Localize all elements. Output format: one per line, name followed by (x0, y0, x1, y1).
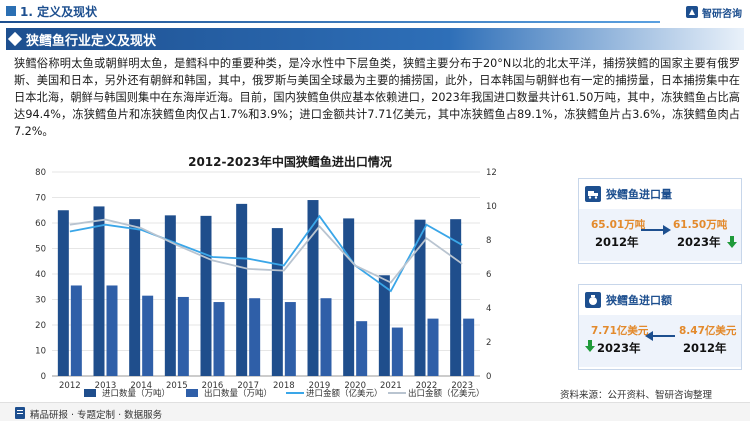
x-tick-label: 2014 (130, 381, 152, 391)
bar-import-volume (164, 215, 176, 376)
source-note: 资料来源：公开资料、智研咨询整理 (560, 390, 713, 401)
panel-right-value: 8.47亿美元 (679, 325, 737, 337)
arrow-left-icon (645, 331, 675, 341)
x-tick-label: 2012 (59, 381, 81, 391)
chart-title: 2012-2023年中国狭鳕鱼进出口情况 (188, 155, 392, 169)
bar-import-volume (93, 206, 105, 376)
panel-right-value: 61.50万吨 (673, 219, 728, 231)
panel-header: 狭鳕鱼进口量 (585, 186, 672, 202)
panel-left-year: 2012年 (595, 235, 639, 249)
panel-import-value: 狭鳕鱼进口额 7.71亿美元 2023年 8.47亿美元 2012年 (578, 284, 742, 370)
arrow-down-icon (727, 236, 737, 248)
arrow-right-icon (641, 225, 671, 235)
bar-export-volume (70, 285, 82, 376)
report-icon (15, 407, 25, 419)
description-paragraph: 狭鳕俗称明太鱼或朝鲜明太鱼，是鳕科中的重要种类，是冷水性中下层鱼类，狭鳕主要分布… (14, 57, 740, 138)
y-right-tick-label: 6 (486, 270, 491, 280)
bar-import-volume (129, 219, 141, 376)
legend-swatch (186, 389, 198, 397)
y-left-tick-label: 50 (35, 245, 46, 255)
panel-right-year: 2012年 (683, 341, 727, 355)
section-title: 1. 定义及现状 (20, 5, 98, 19)
bar-import-volume (414, 219, 426, 376)
brand-name: 智研咨询 (702, 8, 742, 20)
panel-title: 狭鳕鱼进口量 (606, 188, 672, 201)
panel-title: 狭鳕鱼进口额 (606, 294, 672, 307)
panel-right-year: 2023年 (677, 235, 721, 249)
bar-import-volume (378, 275, 390, 376)
x-tick-label: 2018 (273, 381, 295, 391)
x-tick-label: 2015 (166, 381, 188, 391)
y-right-tick-label: 2 (486, 338, 491, 348)
y-left-tick-label: 60 (35, 219, 46, 229)
header-divider (0, 21, 660, 23)
legend-label: 出口金额（亿美元） (408, 388, 485, 399)
y-left-tick-label: 20 (35, 321, 46, 331)
bar-export-volume (213, 302, 225, 376)
bar-export-volume (249, 298, 261, 376)
y-left-tick-label: 80 (35, 168, 46, 178)
x-tick-label: 2023 (451, 381, 473, 391)
page-title: 狭鳕鱼行业定义及现状 (26, 34, 157, 49)
truck-icon (585, 186, 601, 202)
y-left-tick-label: 30 (35, 296, 46, 306)
bar-import-volume (450, 219, 462, 376)
panel-band (579, 315, 741, 367)
line-import-value (69, 214, 463, 293)
top-header: 1. 定义及现状 (0, 0, 750, 24)
panel-left-value: 7.71亿美元 (591, 325, 649, 337)
section-marker (6, 6, 16, 16)
bar-export-volume (320, 298, 332, 376)
x-tick-label: 2019 (309, 381, 331, 391)
panel-band (579, 209, 741, 261)
y-left-tick-label: 0 (41, 372, 46, 382)
title-bar: 狭鳕鱼行业定义及现状 (6, 28, 744, 50)
y-left-tick-label: 40 (35, 270, 46, 280)
bar-export-volume (177, 296, 189, 376)
bar-import-volume (200, 215, 212, 376)
y-right-tick-label: 4 (486, 304, 491, 314)
x-tick-label: 2021 (380, 381, 402, 391)
y-right-tick-label: 8 (486, 236, 491, 246)
footer-text: 精品研报 · 专题定制 · 数据服务 (30, 410, 163, 421)
bar-import-volume (307, 200, 319, 376)
brand-icon (686, 6, 698, 18)
bar-import-volume (57, 210, 69, 376)
bar-export-volume (391, 327, 403, 376)
y-left-tick-label: 10 (35, 347, 46, 357)
panel-import-volume: 狭鳕鱼进口量 65.01万吨 2012年 61.50万吨 2023年 (578, 178, 742, 264)
x-tick-label: 2017 (237, 381, 259, 391)
bar-export-volume (106, 285, 118, 376)
panel-left-year: 2023年 (597, 341, 641, 355)
bar-export-volume (427, 318, 439, 376)
x-tick-label: 2013 (95, 381, 117, 391)
x-tick-label: 2020 (344, 381, 366, 391)
bar-import-volume (271, 228, 283, 376)
legend-label: 进口金额（亿美元） (306, 388, 383, 399)
y-right-tick-label: 0 (486, 372, 491, 382)
footer: 精品研报 · 专题定制 · 数据服务 (0, 402, 750, 421)
bar-export-volume (142, 295, 154, 376)
bar-export-volume (284, 302, 296, 376)
panel-header: 狭鳕鱼进口额 (585, 292, 672, 308)
y-right-tick-label: 10 (486, 202, 497, 212)
line-export-value (69, 218, 463, 284)
legend-swatch (84, 389, 96, 397)
bar-import-volume (236, 203, 248, 376)
y-right-tick-label: 12 (486, 168, 497, 178)
arrow-down-icon (585, 340, 595, 352)
x-tick-label: 2022 (416, 381, 438, 391)
bar-export-volume (463, 318, 475, 376)
panel-left-value: 65.01万吨 (591, 219, 646, 231)
bar-import-volume (343, 218, 355, 376)
x-tick-label: 2016 (202, 381, 224, 391)
bar-export-volume (356, 321, 368, 376)
legend-label: 出口数量（万吨） (204, 388, 272, 399)
brand-logo: 智研咨询 (685, 4, 742, 20)
legend-label: 进口数量（万吨） (102, 388, 170, 399)
y-left-tick-label: 70 (35, 194, 46, 204)
money-bag-icon (585, 292, 601, 308)
